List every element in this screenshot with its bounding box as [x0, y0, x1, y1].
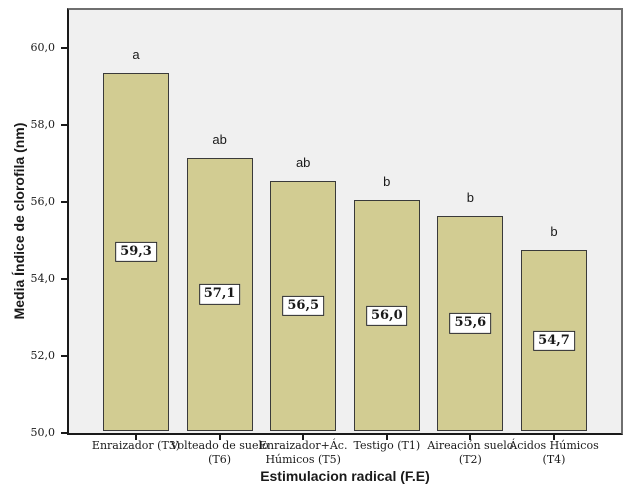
bar: 56,5	[270, 181, 337, 431]
category-label: Aireación suelo (T2)	[427, 439, 514, 467]
x-tick-mark	[469, 435, 472, 440]
x-tick-mark	[135, 435, 137, 440]
x-tick-mark	[302, 435, 305, 440]
y-tick-mark	[61, 355, 67, 358]
bar-value-label: 56,0	[365, 305, 408, 326]
x-tick-mark	[385, 435, 388, 440]
plot-area: 59,3 a 57,1 ab 56,5 ab 56,0 b 55,6 b 54,7 b	[67, 8, 623, 435]
bar: 59,3	[103, 73, 169, 431]
category-label: Testigo (T1)	[353, 439, 421, 452]
x-tick-mark	[553, 435, 555, 440]
y-tick-mark	[61, 201, 67, 204]
bar: 54,7	[521, 250, 587, 431]
x-axis: Enraizador (T3) Volteado de suelo (T6) Enra…	[69, 435, 621, 495]
significance-letter: a	[132, 47, 140, 63]
y-tick-label: 54,0	[30, 272, 56, 286]
category-label: Volteado de suelo (T6)	[170, 439, 269, 467]
y-tick-label: 52,0	[30, 349, 56, 363]
significance-letter: b	[550, 224, 558, 240]
significance-letter: ab	[295, 155, 311, 171]
bar: 56,0	[353, 200, 420, 431]
bar-value-label: 57,1	[198, 284, 241, 305]
y-tick-label: 58,0	[30, 118, 56, 132]
x-tick-mark	[218, 435, 221, 440]
y-tick-mark	[61, 124, 67, 127]
category-label: Ácidos Húmicos (T4)	[509, 439, 599, 467]
bar: 57,1	[186, 157, 253, 431]
bar-value-label: 59,3	[115, 242, 157, 263]
bar: 55,6	[437, 215, 504, 431]
x-axis-title: Estimulacion radical (F.E)	[260, 468, 430, 484]
significance-letter: b	[383, 174, 391, 190]
category-label: Enraizador+Ác. Húmicos (T5)	[258, 439, 348, 467]
significance-letter: b	[466, 189, 475, 205]
bar-value-label: 54,7	[533, 330, 575, 351]
y-tick-label: 60,0	[30, 41, 56, 55]
y-tick-label: 56,0	[30, 195, 56, 209]
category-label: Enraizador (T3)	[91, 439, 181, 452]
significance-letter: ab	[212, 131, 227, 147]
bar-value-label: 55,6	[449, 313, 492, 334]
y-tick-mark	[61, 278, 67, 281]
y-axis: 50,0 52,0 54,0 56,0 58,0 60,0	[0, 10, 67, 439]
y-tick-mark	[61, 432, 67, 434]
bar-value-label: 56,5	[282, 295, 325, 317]
y-tick-label: 50,0	[30, 426, 56, 439]
y-tick-mark	[61, 47, 67, 50]
